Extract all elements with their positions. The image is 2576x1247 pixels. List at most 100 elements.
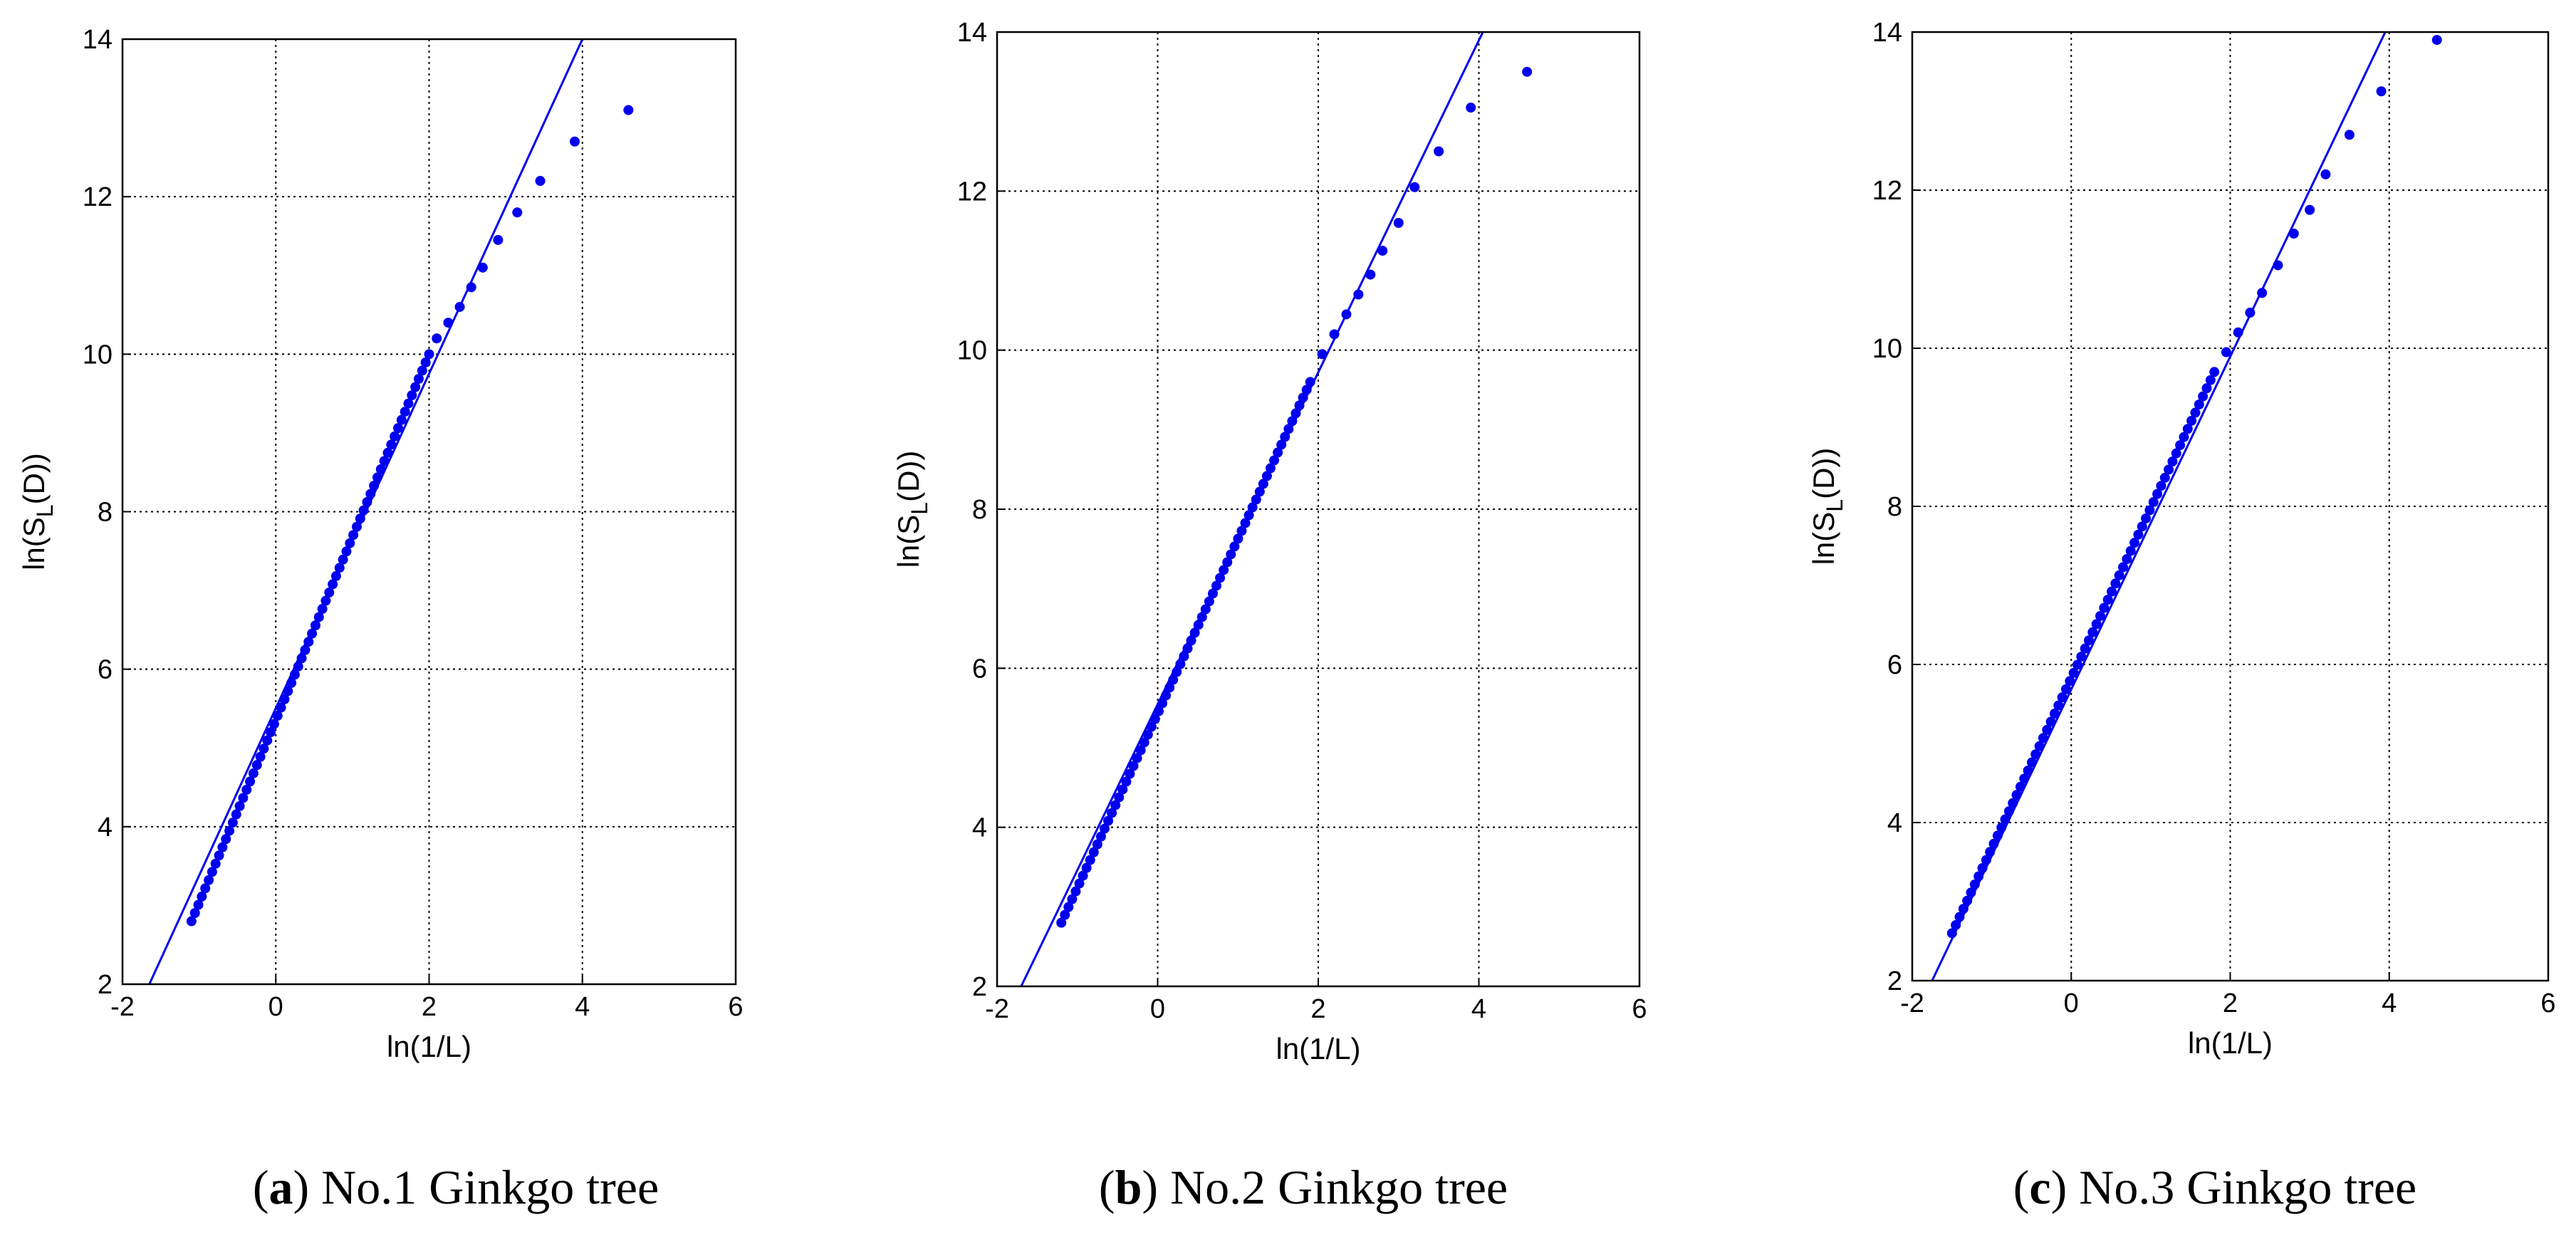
data-point (1522, 66, 1533, 77)
data-point (2076, 652, 2087, 662)
y-tick-label: 2 (98, 970, 113, 1000)
data-point (313, 612, 324, 622)
data-point (1258, 479, 1268, 489)
data-point (259, 743, 269, 754)
data-point (1132, 753, 1142, 763)
data-point (413, 373, 424, 384)
data-point (2194, 399, 2204, 409)
data-point (2179, 432, 2189, 442)
data-point (2156, 481, 2166, 491)
data-point (2019, 773, 2030, 784)
data-point (255, 751, 266, 762)
chart-panel-b: -2 0 2 4 6 2 4 6 8 10 12 14 ln(1/L) ln(SL(D)) (b) No.2… (892, 18, 1647, 1214)
x-tick-label: 6 (1632, 994, 1647, 1024)
data-point (283, 686, 293, 696)
data-point (362, 497, 372, 508)
data-point (1142, 729, 1153, 740)
data-point (2087, 627, 2098, 637)
data-point (1294, 400, 1305, 411)
data-point (2245, 308, 2256, 318)
y-axis-label: ln(SL(D)) (1807, 448, 1847, 565)
data-point (2080, 643, 2090, 654)
data-point (320, 595, 331, 606)
data-point (1153, 706, 1164, 716)
y-tick-label: 8 (972, 495, 987, 525)
data-point (1067, 894, 1078, 904)
data-point (1121, 776, 1132, 787)
y-tick-label: 12 (957, 177, 987, 207)
data-point (1207, 588, 1218, 599)
y-axis-label-sub: L (907, 502, 932, 515)
data-point (477, 262, 488, 273)
data-point (1146, 721, 1157, 732)
data-point (2049, 709, 2060, 719)
data-point (1182, 643, 1193, 654)
caption-letter: c (2029, 1160, 2050, 1214)
data-point (1157, 698, 1168, 709)
data-point (2038, 733, 2048, 743)
data-point (2099, 602, 2110, 613)
data-point (2057, 692, 2067, 703)
data-point (420, 357, 431, 367)
data-point (207, 867, 217, 877)
data-point (1377, 246, 1388, 256)
data-point (1219, 565, 1229, 575)
data-point (231, 809, 241, 820)
data-point (2164, 464, 2174, 475)
x-tick-label: 2 (422, 992, 437, 1022)
data-point (466, 282, 476, 293)
data-point (1287, 416, 1298, 427)
caption-text: No.2 Ginkgo tree (1170, 1160, 1508, 1214)
data-point (1981, 855, 1991, 865)
caption-text: No.3 Ginkgo tree (2079, 1160, 2416, 1214)
y-tick-label: 6 (98, 655, 113, 685)
data-point (2008, 798, 2018, 808)
data-point (1070, 886, 1081, 897)
data-point (1251, 494, 1261, 505)
data-point (407, 390, 417, 401)
data-point (348, 530, 359, 541)
y-axis-label-tail: (D)) (17, 453, 51, 504)
data-point (2273, 260, 2283, 271)
x-tick-label: 0 (268, 992, 283, 1022)
data-point (1081, 862, 1092, 873)
data-point (1977, 863, 1988, 874)
data-point (2257, 288, 2268, 298)
data-point (276, 702, 286, 713)
data-point (1466, 103, 1476, 113)
data-point (1125, 768, 1135, 779)
data-point (2344, 130, 2355, 140)
data-point (1353, 289, 1364, 300)
data-point (1280, 432, 1290, 442)
data-point (341, 546, 352, 557)
data-point (2221, 347, 2231, 358)
data-point (1298, 392, 1308, 403)
data-point (1962, 895, 1973, 906)
panel-caption: (b) No.2 Ginkgo tree (1099, 1160, 1508, 1214)
data-point (1092, 839, 1102, 850)
data-point (1088, 847, 1099, 857)
data-point (351, 521, 362, 532)
data-point (2198, 391, 2209, 402)
data-point (2102, 595, 2113, 605)
y-tick-label: 4 (1887, 808, 1902, 838)
data-point (1193, 620, 1204, 630)
data-point (1211, 580, 1222, 591)
data-point (234, 800, 245, 811)
data-point (1063, 902, 1074, 912)
y-tick-label: 4 (98, 813, 113, 842)
data-point (2141, 513, 2152, 523)
y-axis-label-tail: (D)) (892, 451, 925, 502)
data-point (345, 538, 355, 548)
y-axis-label-main: ln(S (892, 515, 925, 568)
data-point (1175, 659, 1186, 669)
data-point (382, 447, 393, 458)
data-point (330, 570, 341, 581)
data-point (1393, 218, 1404, 228)
data-point (2026, 757, 2037, 768)
data-point (1996, 822, 2007, 833)
caption-text: No.1 Ginkgo tree (321, 1160, 659, 1214)
data-point (1276, 439, 1287, 450)
data-point (300, 645, 311, 655)
